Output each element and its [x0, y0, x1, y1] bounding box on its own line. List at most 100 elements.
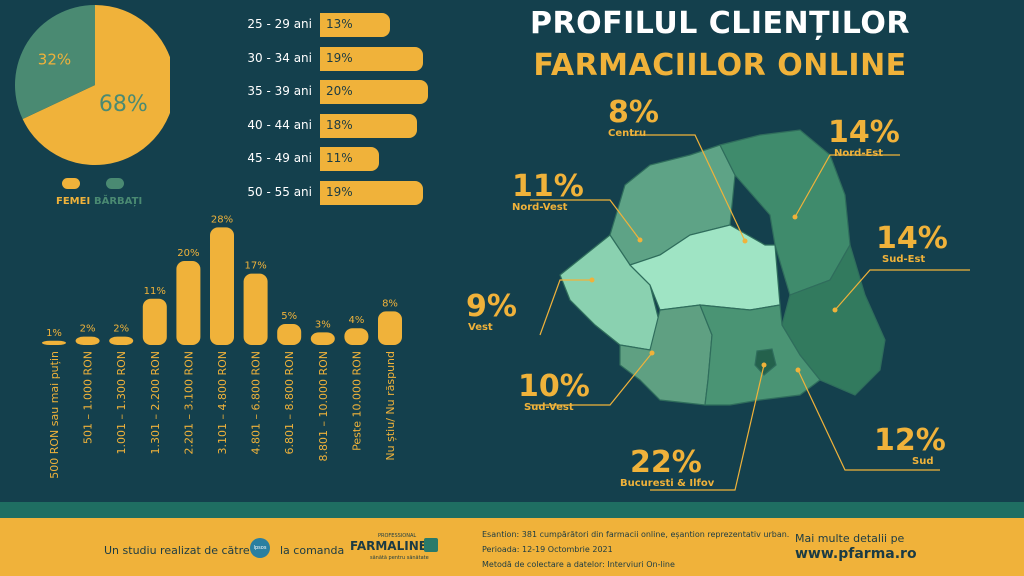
income-bar-value: 2%: [80, 324, 96, 335]
dot-sud: [795, 367, 801, 373]
income-bar: [243, 273, 268, 345]
income-bar: [310, 332, 335, 345]
income-bar: [210, 227, 234, 345]
leader-sud-est: [834, 269, 970, 311]
income-category-label: Nu știu/ Nu răspund: [384, 351, 397, 461]
age-category-label: 40 - 44 ani: [247, 117, 312, 132]
age-bar: 13%: [320, 13, 391, 37]
region-bucuresti-ilfov: [754, 348, 777, 376]
farmaline-logo: FARMALINE: [350, 539, 427, 553]
age-category-label: 45 - 49 ani: [247, 151, 312, 165]
income-bar-value: 8%: [382, 298, 398, 309]
pie-slice-barbati: [15, 5, 95, 120]
romania-region-map: [530, 129, 970, 491]
income-bar: [378, 311, 402, 345]
footer-more: Mai multe detalii pe: [795, 532, 905, 545]
income-bar: [142, 298, 167, 345]
age-bar-value: 11%: [326, 151, 353, 165]
footer: Un studiu realizat de către Ipsos la com…: [0, 518, 1024, 576]
map-label-sud-vest: Sud-Vest: [524, 402, 574, 413]
leader-centru: [630, 134, 746, 242]
farmaline-logo-top: PROFESSIONAL: [378, 533, 417, 539]
income-category-label: 500 RON sau mai puțin: [48, 351, 61, 479]
income-bar: [176, 261, 201, 345]
dot-nord-vest: [637, 237, 643, 243]
title-line-1: PROFILUL CLIENȚILOR: [530, 6, 910, 41]
map-label-centru: Centru: [608, 128, 647, 139]
income-bar-value: 28%: [211, 214, 233, 225]
income-category-label: 8.801 – 10.000 RON: [317, 351, 330, 462]
dot-vest: [589, 277, 595, 283]
footer-sample: Esantion: 381 cumpărători din farmacii o…: [482, 530, 790, 539]
age-category-label: 50 - 55 ani: [247, 184, 312, 199]
leader-sud: [797, 369, 940, 471]
footer-period: Perioada: 12-19 Octombrie 2021: [482, 545, 613, 554]
income-bar: [344, 328, 369, 345]
gender-pie-chart: 68% 32%: [15, 5, 170, 165]
footer-study-by: Un studiu realizat de către: [104, 544, 250, 557]
age-bar-value: 18%: [326, 117, 353, 132]
income-category-label: 501 – 1.000 RON: [82, 351, 95, 444]
age-bar: 11%: [320, 147, 380, 171]
age-bar-value: 13%: [326, 17, 353, 31]
income-bar: [75, 336, 100, 345]
map-label-vest: Vest: [468, 322, 493, 333]
income-category-label: 1.001 – 1.300 RON: [115, 351, 128, 455]
farmaline-logo-sub: sănătă pentru sănătate: [370, 555, 429, 561]
income-bar-value: 4%: [348, 315, 364, 326]
income-category-label: 3.101 – 4.800 RON: [216, 351, 229, 455]
income-bar: [277, 324, 302, 345]
footer-band: [0, 502, 1024, 518]
footer-url[interactable]: www.pfarma.ro: [795, 546, 917, 562]
legend-swatch-femei: [62, 178, 80, 189]
dot-sud-vest: [649, 350, 655, 356]
map-value-vest: 9%: [466, 289, 517, 324]
income-bar-value: 20%: [177, 248, 199, 259]
legend-label-barbati: BĂRBAȚI: [94, 196, 143, 207]
age-bar-value: 19%: [326, 184, 353, 199]
dot-sud-est: [832, 307, 838, 313]
ipsos-logo: Ipsos: [250, 538, 270, 558]
age-bar-value: 20%: [326, 84, 353, 98]
leader-vest: [539, 279, 592, 336]
income-category-label: Peste 10.000 RON: [350, 351, 363, 451]
legend-label-femei: FEMEI: [56, 196, 91, 207]
age-bar: 18%: [320, 113, 418, 138]
map-value-sud-est: 14%: [876, 221, 948, 256]
age-category-label: 35 - 39 ani: [247, 84, 312, 98]
age-bar: 19%: [320, 180, 423, 205]
map-value-sud-vest: 10%: [518, 369, 590, 404]
leader-nord-vest: [530, 199, 641, 241]
leader-bucuresti: [650, 364, 765, 491]
income-bar-value: 11%: [144, 286, 166, 297]
income-category-label: 4.801 – 6.800 RON: [250, 351, 263, 455]
pie-slice-barbati-label: 32%: [38, 50, 71, 68]
map-value-bucuresti: 22%: [630, 445, 702, 480]
pie-slice-femei-label: 68%: [99, 92, 148, 117]
age-bar: 20%: [320, 80, 428, 104]
region-centru: [628, 224, 781, 311]
income-bar-value: 2%: [113, 324, 129, 335]
income-bar: [109, 336, 134, 345]
dot-centru: [742, 238, 748, 244]
age-category-label: 25 - 29 ani: [247, 17, 312, 31]
map-label-sud-est: Sud-Est: [882, 254, 926, 265]
footer-commissioned: la comanda: [280, 544, 345, 557]
income-bar-value: 17%: [244, 261, 266, 272]
ipsos-logo-text: Ipsos: [253, 545, 267, 551]
farmaline-icon: [424, 538, 438, 552]
income-bar: [42, 340, 66, 345]
map-label-nord-est: Nord-Est: [834, 148, 884, 159]
income-bar-value: 3%: [315, 319, 331, 330]
legend-swatch-barbati: [106, 178, 124, 189]
age-bar-value: 19%: [326, 50, 353, 65]
income-category-label: 1.301 – 2.200 RON: [149, 351, 162, 455]
map-value-centru: 8%: [608, 95, 659, 130]
pie-slice-femei: [22, 5, 170, 165]
footer-method: Metodă de colectare a datelor: Interviur…: [482, 560, 675, 569]
income-category-label: 2.201 – 3.100 RON: [182, 351, 195, 455]
age-bar: 19%: [320, 46, 423, 71]
income-category-label: 6.801 – 8.800 RON: [283, 351, 296, 455]
leader-sud-vest: [530, 352, 653, 406]
income-bar-value: 1%: [46, 328, 62, 339]
